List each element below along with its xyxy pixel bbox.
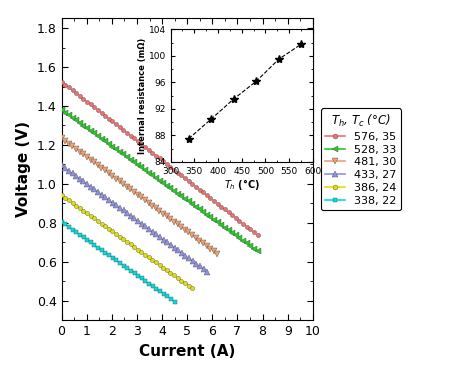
Legend: 576, 35, 528, 33, 481, 30, 433, 27, 386, 24, 338, 22: 576, 35, 528, 33, 481, 30, 433, 27, 386,… — [321, 109, 401, 210]
X-axis label: Current (A): Current (A) — [139, 344, 236, 358]
X-axis label: $T_h$ (°C): $T_h$ (°C) — [224, 177, 260, 192]
Y-axis label: Voltage (V): Voltage (V) — [16, 121, 31, 217]
Y-axis label: Internal resistance (mΩ): Internal resistance (mΩ) — [138, 38, 147, 154]
